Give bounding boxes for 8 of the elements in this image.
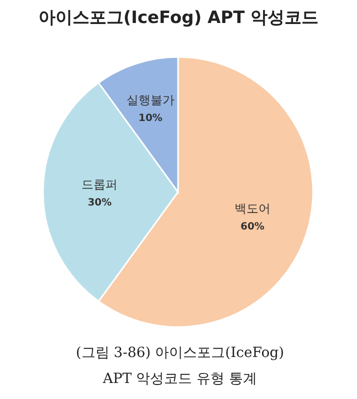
slice-label: 백도어	[234, 202, 270, 216]
slice-label: 실행불가	[126, 92, 174, 107]
data-label: 30%	[88, 198, 112, 208]
data-label: 60%	[240, 222, 264, 233]
slice-label: 드롭퍼	[82, 178, 118, 192]
text: (그림 3-86) 아이스포그(IceFog) APT 악성코드 유형 통계	[74, 344, 286, 389]
data-label: 10%	[138, 112, 162, 124]
chart-title: 아이스포그(IceFog) APT 악성코드	[37, 7, 320, 29]
